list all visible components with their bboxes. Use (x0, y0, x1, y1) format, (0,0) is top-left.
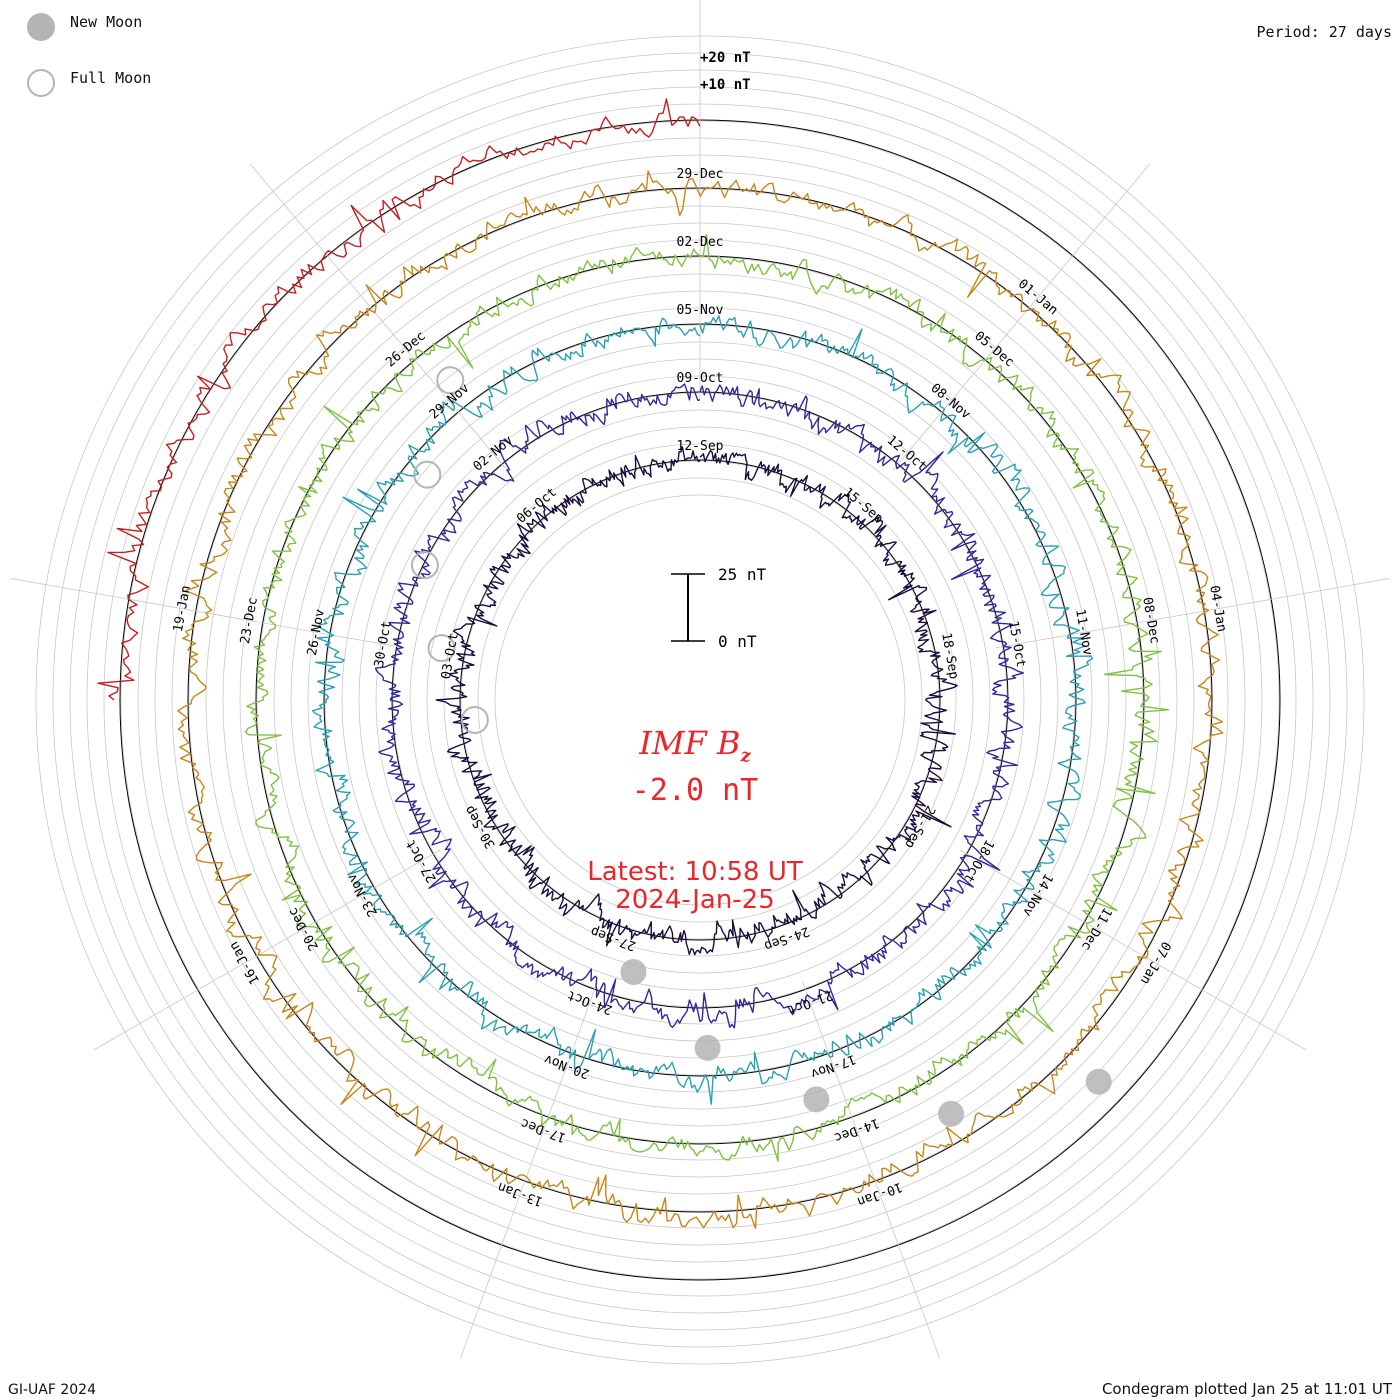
date-label: 29-Dec (677, 167, 724, 182)
full-moon-marker (460, 706, 489, 734)
latest-block: Latest: 10:58 UT 2024-Jan-25 (0, 858, 1390, 914)
date-label: 17-Dec (519, 1115, 568, 1145)
date-label: 18-Sep (938, 632, 961, 681)
chart-title: IMF Bz (0, 724, 1390, 766)
baseline-circle (459, 459, 941, 941)
grid-circle (426, 426, 974, 974)
scale-bar-bottom-label: 0 nT (718, 632, 757, 651)
date-label: 10-Jan (855, 1179, 904, 1209)
parameter-name: IMF B (639, 724, 741, 762)
spoke-line (93, 849, 441, 1051)
outer-scale: +20 nT +10 nT (700, 50, 751, 93)
date-label: 12-Sep (677, 439, 724, 454)
new-moon-icon (27, 13, 55, 41)
legend-full-moon: Full Moon (27, 69, 151, 97)
new-moon-marker (620, 958, 647, 985)
grid-circle (494, 494, 906, 906)
date-label: 19-Jan (171, 584, 194, 633)
grid-circle (477, 477, 923, 923)
series-trace-4 (244, 233, 1170, 1162)
date-label: 05-Nov (677, 303, 724, 318)
grid-circle (409, 409, 991, 991)
date-label: 04-Jan (1206, 584, 1229, 633)
date-label: 26-Nov (305, 608, 328, 657)
date-label: 24-Oct (565, 987, 614, 1017)
current-value: -2.0 nT (631, 773, 759, 808)
scale-bar-top-label: 25 nT (718, 565, 767, 584)
date-label: 30-Oct (372, 620, 395, 669)
latest-date: 2024-Jan-25 (615, 885, 775, 915)
moon-markers (410, 366, 1112, 1127)
legend-new-moon-label: New Moon (70, 13, 143, 31)
date-label: 05-Dec (971, 329, 1017, 371)
date-label: 27-Sep (589, 923, 638, 953)
latest-time: Latest: 10:58 UT (587, 857, 803, 887)
date-label: 26-Dec (383, 329, 429, 371)
series-trace-2 (374, 383, 1024, 1029)
legend-new-moon: New Moon (27, 13, 142, 41)
parameter-subscript: z (740, 745, 751, 767)
spoke-line (802, 981, 940, 1358)
date-label: 14-Dec (832, 1115, 881, 1145)
series-group (97, 98, 1224, 1229)
spoke-line (10, 578, 405, 649)
outer-scale-10: +10 nT (700, 77, 751, 93)
grid-circle (290, 290, 1110, 1110)
radial-spokes (10, 0, 1390, 1358)
credit-label: GI-UAF 2024 (8, 1382, 96, 1398)
full-moon-marker (436, 366, 465, 395)
date-label: 06-Oct (514, 485, 560, 527)
full-moon-marker (413, 460, 442, 489)
new-moon-marker (694, 1034, 721, 1061)
outer-scale-20: +20 nT (700, 50, 751, 66)
period-label: Period: 27 days (1256, 23, 1392, 41)
spoke-line (892, 163, 1151, 471)
grid-circle (273, 273, 1127, 1127)
plotted-timestamp: Condegram plotted Jan 25 at 11:01 UT (1101, 1380, 1392, 1398)
full-moon-icon (27, 69, 55, 97)
series-trace-5 (177, 170, 1224, 1229)
spoke-line (959, 849, 1307, 1051)
date-label: 15-Oct (1005, 620, 1028, 669)
full-moon-marker (410, 551, 439, 580)
new-moon-marker (1085, 1068, 1112, 1095)
legend-full-moon-label: Full Moon (70, 69, 152, 87)
date-label: 20-Nov (542, 1051, 591, 1081)
spoke-line (995, 578, 1390, 649)
date-label: 29-Nov (427, 381, 473, 423)
spoke-line (249, 163, 508, 471)
date-label: 09-Oct (677, 371, 724, 386)
new-moon-marker (803, 1086, 830, 1113)
series-trace-6 (97, 98, 701, 701)
series-trace-1 (435, 446, 958, 956)
date-label: 21-Oct (785, 987, 834, 1017)
date-label: 02-Dec (677, 235, 724, 250)
new-moon-marker (938, 1100, 965, 1127)
series-trace-3 (311, 315, 1094, 1105)
date-label: 08-Nov (928, 381, 974, 423)
date-label: 08-Dec (1139, 596, 1162, 645)
spoke-line (460, 981, 598, 1358)
full-moon-marker (427, 634, 456, 663)
scale-bar: 25 nT 0 nT (671, 565, 767, 651)
date-label: 24-Sep (762, 923, 811, 953)
date-label: 23-Dec (238, 596, 261, 645)
date-label: 03-Oct (439, 632, 462, 681)
